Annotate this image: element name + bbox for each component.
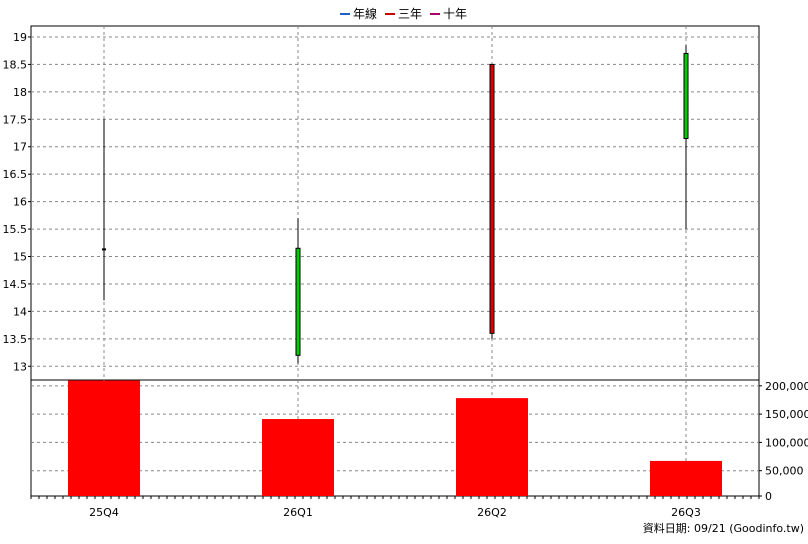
- x-tick-label-26Q3: 26Q3: [671, 506, 701, 519]
- volume-axis: 200,000 150,000 100,000 50,000 0: [759, 380, 808, 503]
- price-tick-label-1: 18.5: [3, 58, 28, 71]
- volume-bar-26Q3: [650, 460, 722, 496]
- x-tick-label-26Q2: 26Q2: [477, 506, 507, 519]
- price-tick-label-2: 18: [13, 86, 27, 99]
- x-axis: 25Q4 26Q1 26Q2 26Q3: [30, 496, 760, 519]
- volume-tick-label-1: 150,000: [765, 408, 808, 421]
- data-date-note: 資料日期: 09/21 (Goodinfo.tw): [643, 521, 804, 535]
- volume-bar-25Q4: [68, 380, 140, 496]
- volume-tick-label-0: 200,000: [765, 380, 808, 393]
- volume-plot-area: [30, 379, 760, 497]
- candle-body-26Q2: [489, 63, 495, 334]
- price-tick-label-4: 17: [13, 141, 27, 154]
- price-tick-label-0: 19: [13, 31, 27, 44]
- volume-tick-label-3: 50,000: [765, 465, 804, 478]
- legend-label-0: 年線: [353, 6, 377, 21]
- price-candles: [102, 45, 689, 364]
- chart-legend: 年線 三年 十年: [340, 6, 467, 21]
- legend-label-1: 三年: [398, 7, 422, 21]
- price-tick-label-5: 16.5: [3, 168, 28, 181]
- volume-bars: [68, 380, 722, 496]
- volume-tick-label-4: 0: [765, 490, 772, 503]
- price-tick-label-3: 17.5: [3, 113, 28, 126]
- legend-label-2: 十年: [443, 7, 467, 21]
- x-tick-label-26Q1: 26Q1: [283, 506, 313, 519]
- volume-bar-26Q1: [262, 419, 334, 496]
- price-tick-label-9: 14.5: [3, 278, 28, 291]
- price-tick-label-8: 15: [13, 251, 27, 264]
- volume-tick-label-2: 100,000: [765, 436, 808, 449]
- price-axis: 19 18.5 18 17.5 17 16.5 16 15.5 15 14.5 14 13.5 13: [3, 31, 31, 373]
- candle-body-26Q1: [295, 247, 301, 356]
- x-tick-label-25Q4: 25Q4: [89, 506, 119, 519]
- price-tick-label-7: 15.5: [3, 223, 28, 236]
- price-tick-label-11: 13.5: [3, 333, 28, 346]
- price-plot-area: [30, 25, 760, 381]
- price-tick-label-10: 14: [13, 305, 27, 318]
- price-tick-label-12: 13: [13, 360, 27, 373]
- candle-body-26Q3: [683, 52, 689, 140]
- price-tick-label-6: 16: [13, 196, 27, 209]
- volume-bar-26Q2: [456, 398, 528, 496]
